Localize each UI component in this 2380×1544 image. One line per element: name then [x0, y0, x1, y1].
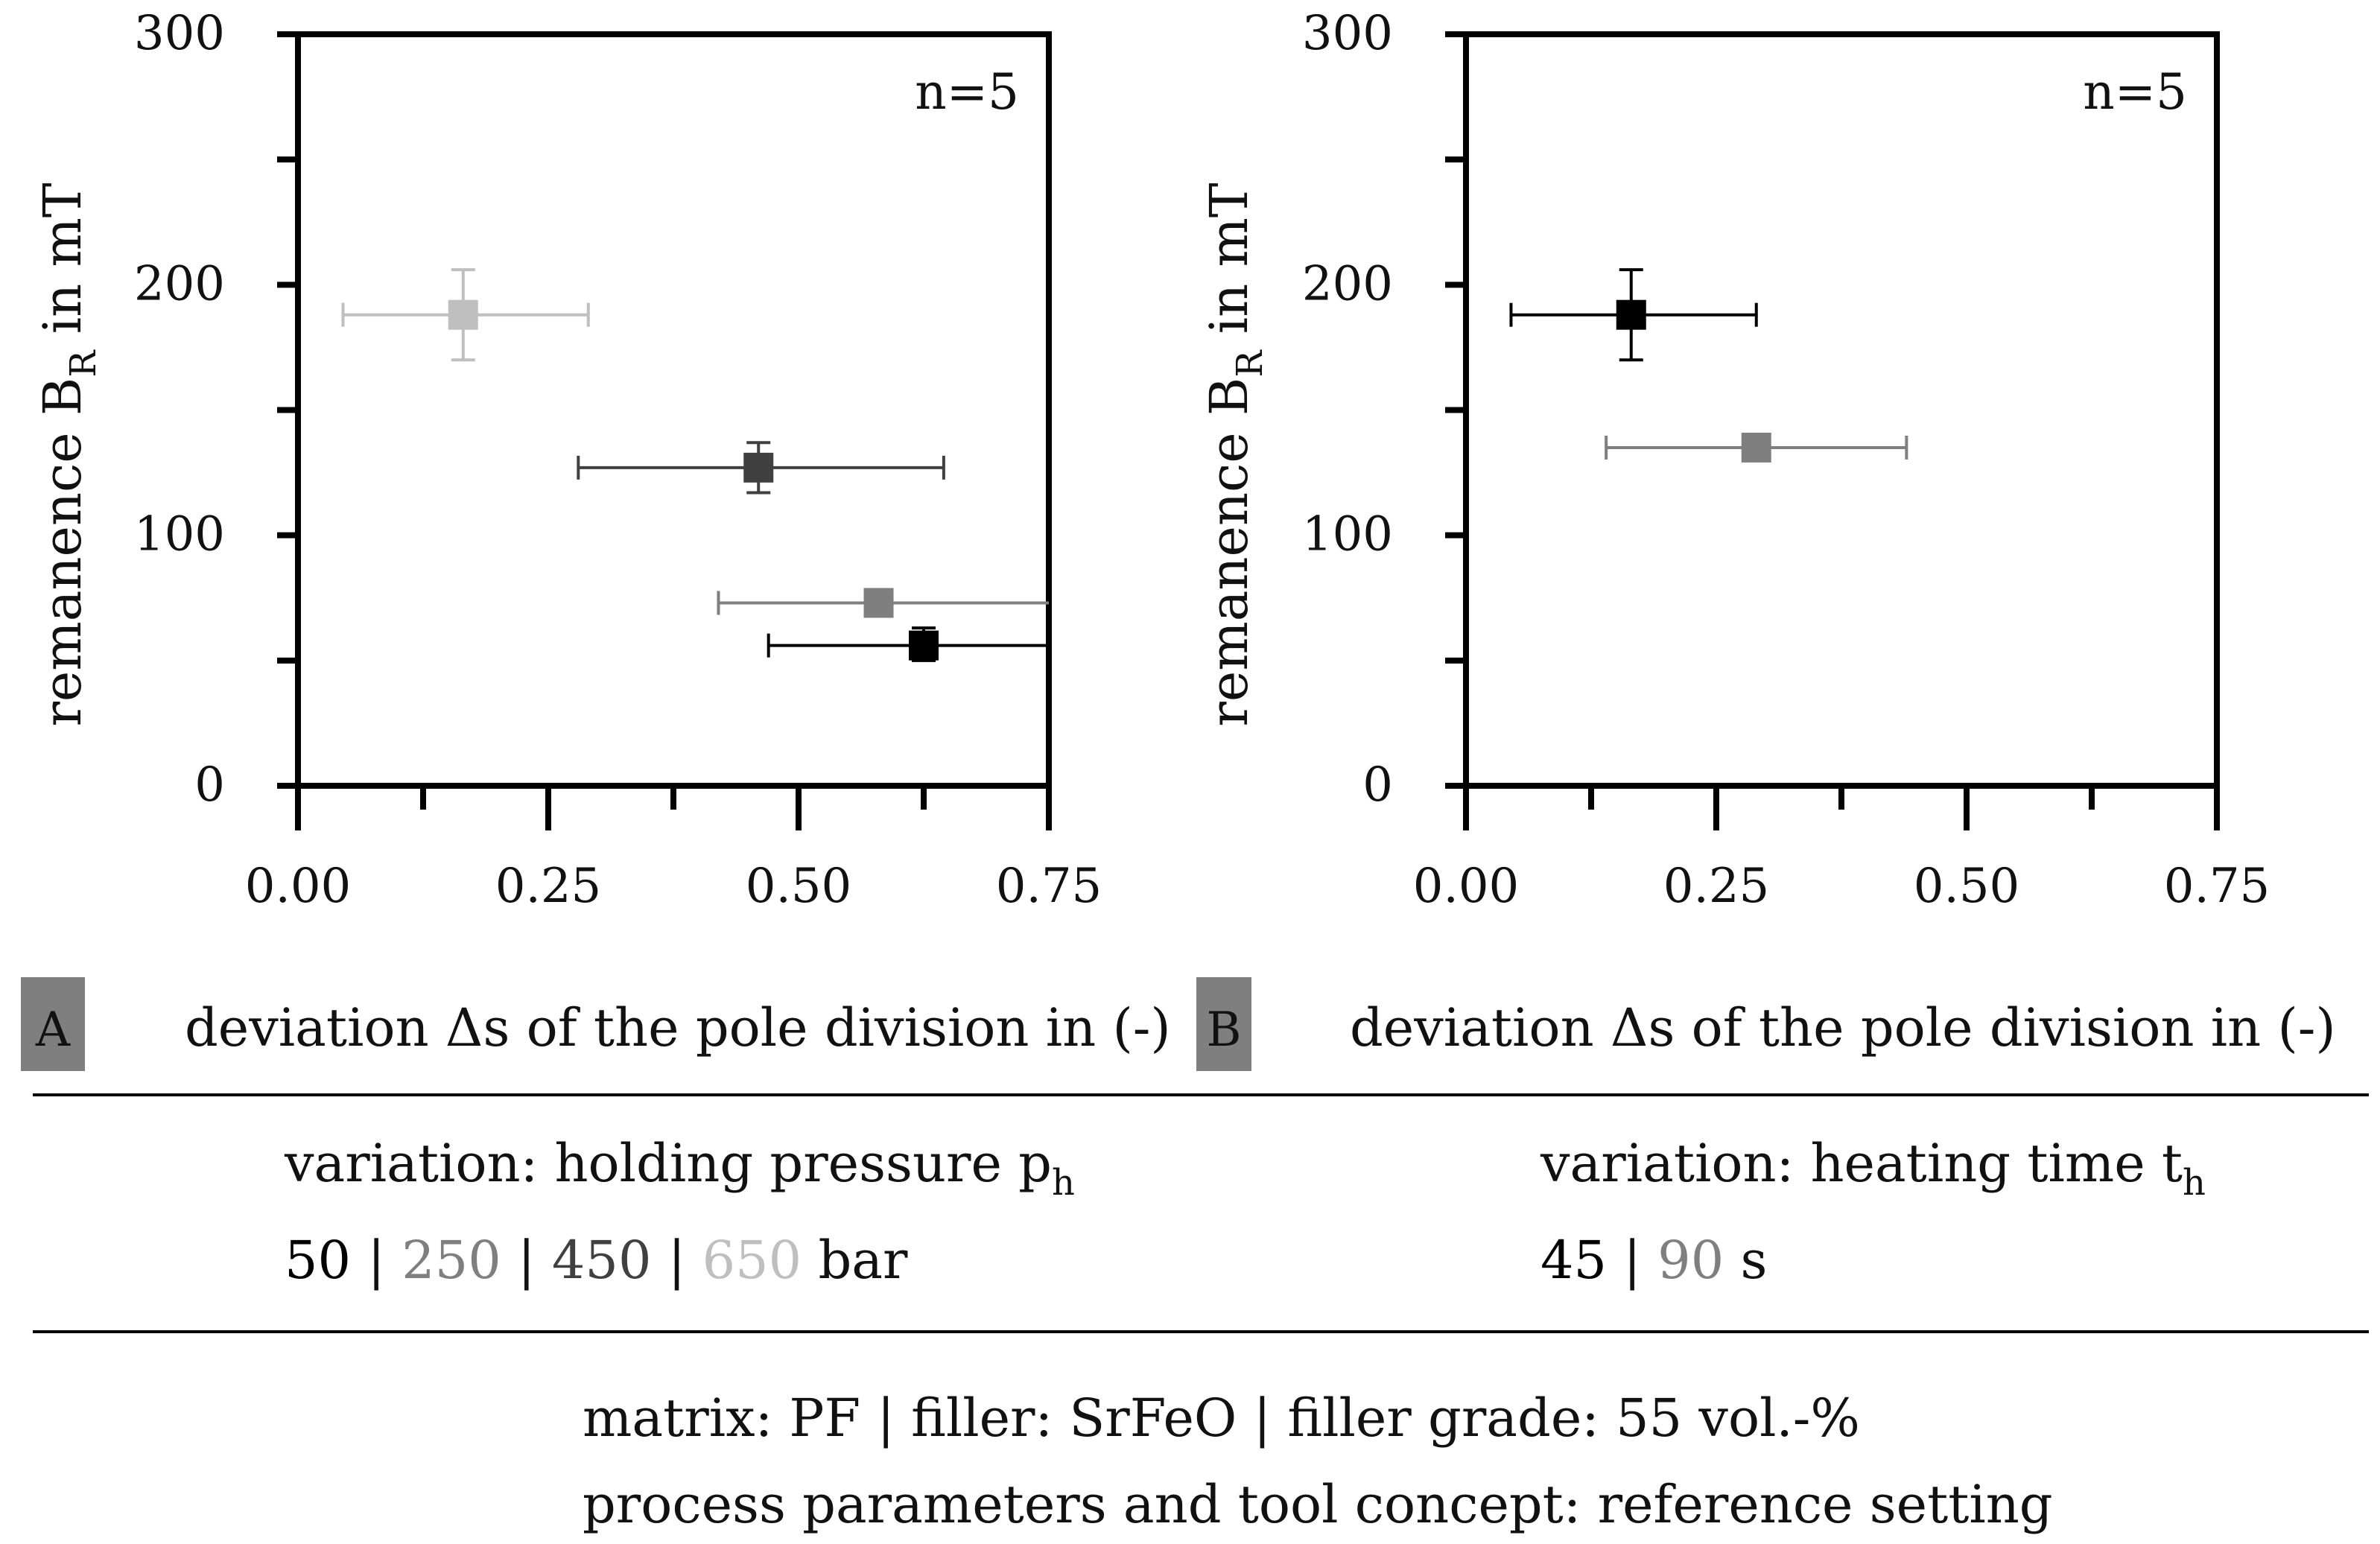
y-axis-label: remanence BR in mT	[1199, 182, 1271, 726]
data-marker	[1741, 432, 1771, 463]
sample-size-annotation: n=5	[915, 63, 1019, 121]
legend-unit: s	[1724, 1230, 1767, 1291]
y-tick-label: 100	[134, 507, 225, 562]
x-tick-label: 0.50	[746, 859, 852, 914]
data-point-group	[577, 441, 945, 495]
data-point-group	[1605, 432, 1908, 463]
data-marker	[743, 452, 774, 483]
data-point-group	[1509, 268, 1758, 362]
y-tick-label: 300	[1302, 6, 1393, 61]
sample-size-annotation: n=5	[2083, 63, 2187, 121]
legend-b-title: variation: heating time th	[1540, 1133, 2206, 1204]
plot-frame	[1463, 31, 2220, 789]
data-marker	[863, 588, 894, 618]
x-axis-label: deviation Δs of the pole division in (-)	[1350, 997, 2336, 1058]
plot-frame	[295, 31, 1052, 789]
y-tick-label: 200	[1302, 256, 1393, 311]
data-point-group	[767, 626, 1049, 662]
legend-a-title: variation: holding pressure ph	[284, 1133, 1075, 1204]
legend-separator: |	[501, 1230, 552, 1291]
y-tick-label: 0	[1362, 757, 1393, 813]
y-tick-label: 300	[134, 6, 225, 61]
panel-a-chart: 0 100 200 300 0.00 0.25 0.50 0.75 n=5 remanence B…	[32, 6, 1171, 1058]
x-tick-label: 0.00	[1413, 859, 1520, 914]
data-marker	[448, 299, 478, 330]
legend-separator: |	[651, 1230, 702, 1291]
y-tick-label: 0	[194, 757, 225, 813]
legend-value: 250	[402, 1230, 501, 1291]
x-tick-label: 0.25	[1663, 859, 1770, 914]
y-tick-label: 200	[134, 256, 225, 311]
legend-a-values: 50 | 250 | 450 | 650 bar	[285, 1230, 908, 1291]
x-axis-label: deviation Δs of the pole division in (-)	[185, 997, 1171, 1058]
y-axis-label: remanence BR in mT	[32, 182, 104, 726]
legend-value: 450	[552, 1230, 652, 1291]
x-tick-label: 0.00	[245, 859, 352, 914]
panel-b-badge-label: B	[1206, 1003, 1241, 1058]
y-tick-label: 100	[1302, 507, 1393, 562]
x-tick-label: 0.50	[1914, 859, 2020, 914]
panel-b-badge	[1196, 977, 1251, 1071]
data-point-group	[717, 588, 1049, 618]
legend-value: 650	[702, 1230, 802, 1291]
x-tick-label: 0.25	[495, 859, 602, 914]
data-point-group	[341, 268, 590, 362]
panel-a-badge	[21, 977, 85, 1071]
legend-value: 45	[1540, 1230, 1607, 1291]
x-tick-label: 0.75	[2164, 859, 2270, 914]
legend-unit: bar	[802, 1230, 908, 1291]
panel-a-badge-label: A	[35, 1003, 71, 1058]
footer-line-1: matrix: PF | filler: SrFeO | filler grad…	[583, 1388, 1860, 1449]
legend-b-values: 45 | 90 s	[1540, 1230, 1767, 1291]
footer-line-2: process parameters and tool concept: ref…	[583, 1474, 2053, 1535]
legend-separator: |	[1607, 1230, 1657, 1291]
legend-separator: |	[351, 1230, 402, 1291]
legend-value: 90	[1657, 1230, 1724, 1291]
panel-b-chart: 0 100 200 300 0.00 0.25 0.50 0.75 n=5 remanence B…	[1199, 6, 2336, 1058]
legend-value: 50	[285, 1230, 351, 1291]
data-marker	[909, 630, 939, 661]
x-tick-label: 0.75	[996, 859, 1102, 914]
data-marker	[1616, 299, 1646, 330]
